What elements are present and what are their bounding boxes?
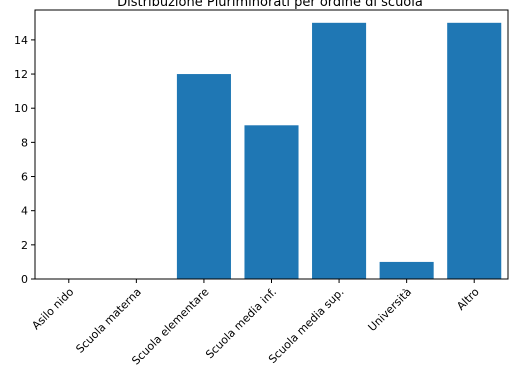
x-tick-label: Scuola media sup.: [266, 285, 347, 366]
y-tick-label: 0: [21, 273, 28, 286]
x-tick-label: Università: [366, 285, 415, 334]
x-tick-label: Altro: [454, 285, 482, 313]
bar-scuola-media-inf-: [244, 125, 299, 279]
bar-universit-: [379, 261, 434, 279]
x-tick-label: Scuola elementare: [129, 285, 211, 367]
bar-altro: [447, 22, 502, 280]
y-tick-label: 6: [21, 171, 28, 184]
y-tick-label: 2: [21, 239, 28, 252]
y-tick-label: 14: [14, 34, 28, 47]
x-tick-label: Scuola media inf.: [203, 285, 279, 361]
y-tick-label: 12: [14, 68, 28, 81]
y-tick-label: 8: [21, 136, 28, 149]
y-tick-label: 10: [14, 102, 28, 115]
bar-scuola-elementare: [176, 74, 231, 279]
chart-title: Distribuzione Pluriminorati per ordine d…: [117, 0, 423, 10]
bar-scuola-media-sup-: [312, 22, 367, 280]
x-tick-label: Asilo nido: [29, 285, 76, 332]
y-tick-label: 4: [21, 205, 28, 218]
x-tick-label: Scuola materna: [73, 285, 143, 355]
